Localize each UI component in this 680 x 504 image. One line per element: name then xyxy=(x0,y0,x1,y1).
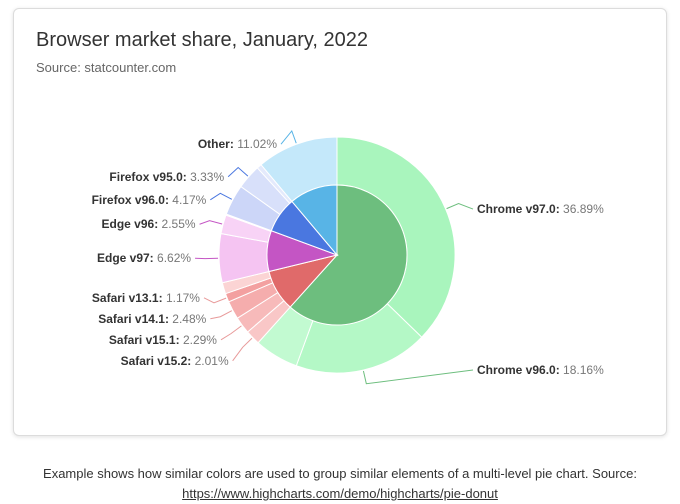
figure-caption: Example shows how similar colors are use… xyxy=(0,464,680,504)
leader-line-safari-v15-1 xyxy=(221,326,241,340)
data-label-firefox-v96-0: Firefox v96.0: 4.17% xyxy=(92,193,207,207)
leader-line-firefox-v96-0 xyxy=(210,193,231,200)
data-label-other: Other: 11.02% xyxy=(198,137,277,151)
data-label-safari-v15-2: Safari v15.2: 2.01% xyxy=(121,354,229,368)
data-label-chrome-v96-0: Chrome v96.0: 18.16% xyxy=(477,363,604,377)
data-label-safari-v14-1: Safari v14.1: 2.48% xyxy=(98,312,206,326)
data-label-firefox-v95-0: Firefox v95.0: 3.33% xyxy=(109,170,224,184)
source-link[interactable]: https://www.highcharts.com/demo/highchar… xyxy=(182,486,498,501)
leader-line-firefox-v95-0 xyxy=(228,168,248,177)
pie-donut-chart: Chrome v97.0: 36.89% Chrome v96.0: 18.16%… xyxy=(14,9,667,436)
data-label-safari-v13-1: Safari v13.1: 1.17% xyxy=(92,291,200,305)
leader-line-edge-v96 xyxy=(200,221,223,225)
leader-line-safari-v14-1 xyxy=(210,311,231,319)
data-label-chrome-v97-0: Chrome v97.0: 36.89% xyxy=(477,202,604,216)
chart-card: Browser market share, January, 2022 Sour… xyxy=(13,8,667,436)
data-label-edge-v97: Edge v97: 6.62% xyxy=(97,251,191,265)
leader-line-safari-v13-1 xyxy=(204,298,226,303)
data-label-safari-v15-1: Safari v15.1: 2.29% xyxy=(109,333,217,347)
caption-text: Example shows how similar colors are use… xyxy=(43,466,637,481)
leader-line-other xyxy=(281,131,296,144)
leader-line-safari-v15-2 xyxy=(233,338,252,361)
inner-ring xyxy=(267,185,407,325)
leader-line-chrome-v97-0 xyxy=(447,204,473,209)
leader-line-chrome-v96-0 xyxy=(363,370,473,384)
data-label-edge-v96: Edge v96: 2.55% xyxy=(102,217,196,231)
